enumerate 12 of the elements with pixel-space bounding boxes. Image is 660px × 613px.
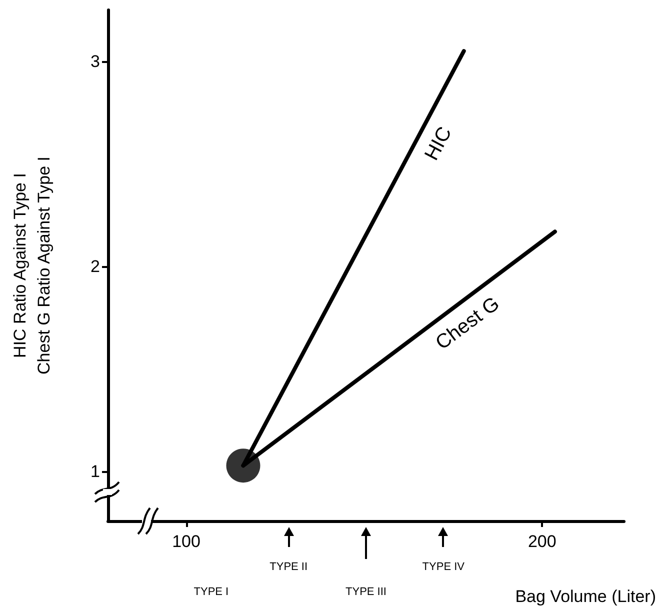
y-tick-label: 2 <box>90 257 100 276</box>
y-tick-label: 3 <box>90 52 100 71</box>
text: TYPE I <box>194 586 229 598</box>
text: TYPE IV <box>422 561 464 573</box>
text: HIC <box>420 124 458 165</box>
text: TYPE III <box>346 586 386 598</box>
x-axis-title: Bag Volume (Liter) <box>515 587 656 607</box>
y-tick-label: 1 <box>90 462 100 482</box>
y-axis-title: HIC Ratio Against Type I Chest G Ratio Against Type I <box>10 156 54 374</box>
text: TYPE II <box>270 561 308 573</box>
x-tick-label: 200 <box>528 532 556 551</box>
x-tick-label: 100 <box>172 532 200 551</box>
